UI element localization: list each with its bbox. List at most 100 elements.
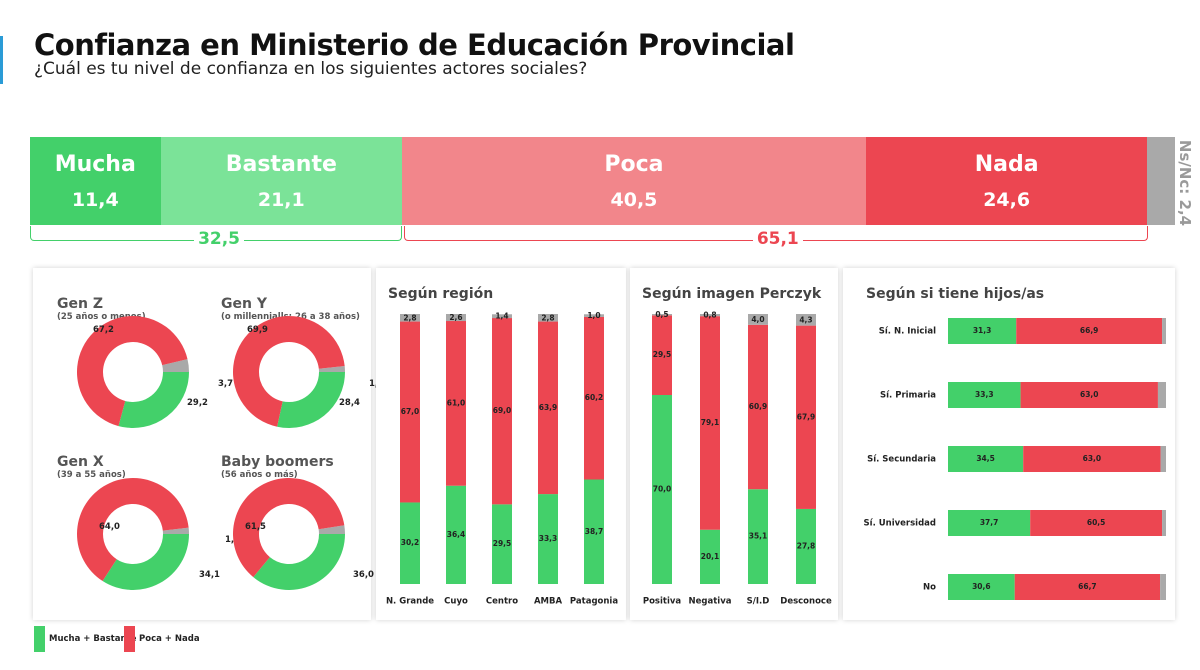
bar-segment [796, 325, 816, 509]
donut-slice [162, 527, 189, 534]
category-label: Centro [486, 597, 518, 607]
donut-slice [102, 534, 189, 590]
bar-value-label: 35,1 [749, 532, 768, 541]
row-label: Sí. Universidad [864, 519, 936, 529]
donut-baby-boomers [233, 478, 345, 590]
category-label: N. Grande [386, 597, 434, 607]
donut-subtitle-gen-x: (39 a 55 años) [57, 470, 126, 480]
bar-value-label: 67,0 [401, 407, 420, 416]
donut-slice [118, 372, 189, 428]
bar-value-label: 1,4 [495, 312, 508, 321]
bar-segment [1162, 510, 1166, 536]
bar-value-label: 30,6 [972, 582, 991, 591]
page-title: Confianza en Ministerio de Educación Pro… [34, 28, 795, 62]
overall-segment-value: 21,1 [257, 188, 305, 211]
bar-value-label: 29,5 [493, 539, 512, 548]
row-label: Sí. N. Inicial [879, 327, 936, 337]
donut-slice [318, 366, 345, 372]
donut-gen-y [233, 316, 345, 428]
bar-segment [1157, 382, 1166, 408]
bar-segment [584, 314, 604, 317]
bar-value-label: 61,0 [447, 398, 466, 407]
donut-value-label: 36,0 [353, 570, 374, 580]
bar-segment [700, 314, 720, 317]
bar-segment [948, 382, 1021, 408]
overall-segment-label: Nada [974, 151, 1039, 177]
bar-segment [748, 314, 768, 325]
donut-slice [233, 478, 345, 578]
category-label: AMBA [534, 597, 563, 607]
bar-segment [948, 574, 1015, 600]
category-label: S/I.D [747, 597, 770, 607]
bar-value-label: 34,5 [976, 454, 995, 463]
bar-segment [400, 321, 420, 503]
bar-value-label: 30,2 [401, 538, 420, 547]
bar-segment [1030, 510, 1163, 536]
bar-value-label: 0,8 [703, 311, 716, 320]
donut-slice [318, 525, 345, 534]
bar-segment [948, 318, 1017, 344]
overall-segment-nsnc [1147, 137, 1175, 225]
bar-segment [400, 314, 420, 322]
donut-slice [253, 534, 345, 590]
donut-slice [77, 478, 189, 582]
bar-value-label: 63,9 [539, 403, 558, 412]
bar-segment [652, 314, 672, 316]
donut-value-label: 3,7 [218, 379, 234, 389]
bar-segment [948, 510, 1031, 536]
page-subtitle: ¿Cuál es tu nivel de confianza en los si… [34, 59, 588, 79]
overall-segment-label: Poca [604, 151, 664, 177]
donut-slice [277, 372, 345, 428]
overall-segment-value: 24,6 [983, 188, 1031, 211]
generation-panel: Gen Z (25 años o menos) 67,2 29,2 3,7 Gen Y (o… [33, 268, 400, 620]
perczyk-panel-title: Según imagen Perczyk [642, 286, 822, 302]
bar-segment [400, 502, 420, 584]
bar-segment [584, 316, 604, 480]
bar-segment [584, 479, 604, 584]
bar-value-label: 63,0 [1080, 390, 1099, 399]
legend-swatch-positive [34, 626, 45, 652]
bar-value-label: 27,8 [797, 541, 816, 550]
legend-item-negative: Poca + Nada [124, 626, 200, 652]
bar-value-label: 33,3 [539, 534, 558, 543]
bar-value-label: 63,0 [1083, 454, 1102, 463]
donut-value-label: 61,5 [245, 522, 266, 532]
row-label: No [923, 583, 936, 593]
bar-value-label: 79,1 [701, 418, 720, 427]
bar-segment [1020, 382, 1158, 408]
row-label: Sí. Primaria [880, 391, 936, 401]
donut-value-label: 64,0 [99, 522, 120, 532]
children-panel: Según si tiene hijos/as Sí. N. Inicial 31… [843, 268, 1175, 620]
bar-segment [748, 324, 768, 490]
accent-bar [0, 36, 3, 84]
nsnc-label: Ns/Nc: 2,4 [1176, 139, 1194, 227]
children-panel-title: Según si tiene hijos/as [866, 286, 1045, 302]
bar-value-label: 2,8 [541, 313, 554, 322]
overall-segment-mucha: Mucha 11,4 [30, 137, 161, 225]
positive-group-value: 32,5 [194, 229, 245, 249]
category-label: Patagonia [570, 597, 618, 607]
bar-segment [1016, 318, 1163, 344]
overall-segment-label: Mucha [54, 151, 136, 177]
donut-subtitle-gen-z: (25 años o menos) [57, 312, 146, 322]
bar-segment [700, 316, 720, 530]
bar-value-label: 2,6 [449, 313, 462, 322]
donut-value-label: 69,9 [247, 325, 268, 335]
bar-segment [492, 318, 512, 505]
donut-subtitle-baby-boomers: (56 años o más) [221, 470, 298, 480]
bar-segment [748, 489, 768, 584]
overall-segment-value: 11,4 [71, 188, 119, 211]
bar-value-label: 60,2 [585, 393, 604, 402]
bar-value-label: 33,3 [975, 390, 994, 399]
category-label: Negativa [689, 597, 732, 607]
bar-segment [652, 395, 672, 584]
bar-value-label: 60,5 [1087, 518, 1106, 527]
bar-value-label: 37,7 [980, 518, 999, 527]
bar-value-label: 66,9 [1080, 326, 1099, 335]
donut-slice [233, 316, 345, 427]
donut-slice [162, 359, 189, 372]
bar-value-label: 60,9 [749, 402, 768, 411]
bar-value-label: 66,7 [1078, 582, 1097, 591]
donut-value-label: 28,4 [339, 398, 360, 408]
legend-swatch-negative [124, 626, 135, 652]
